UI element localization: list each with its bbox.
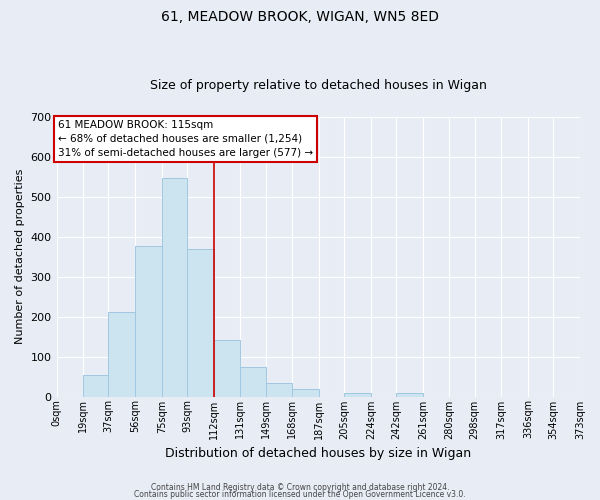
Text: 61 MEADOW BROOK: 115sqm
← 68% of detached houses are smaller (1,254)
31% of semi: 61 MEADOW BROOK: 115sqm ← 68% of detache… xyxy=(58,120,313,158)
Bar xyxy=(83,375,109,396)
Title: Size of property relative to detached houses in Wigan: Size of property relative to detached ho… xyxy=(150,79,487,92)
Bar xyxy=(292,389,319,396)
Bar xyxy=(241,366,266,396)
Text: Contains HM Land Registry data © Crown copyright and database right 2024.: Contains HM Land Registry data © Crown c… xyxy=(151,484,449,492)
Bar xyxy=(214,340,241,396)
Bar xyxy=(109,312,135,396)
Bar xyxy=(187,249,214,396)
Text: 61, MEADOW BROOK, WIGAN, WN5 8ED: 61, MEADOW BROOK, WIGAN, WN5 8ED xyxy=(161,10,439,24)
Text: Contains public sector information licensed under the Open Government Licence v3: Contains public sector information licen… xyxy=(134,490,466,499)
Bar xyxy=(344,394,371,396)
Y-axis label: Number of detached properties: Number of detached properties xyxy=(15,169,25,344)
Bar xyxy=(162,178,187,396)
X-axis label: Distribution of detached houses by size in Wigan: Distribution of detached houses by size … xyxy=(165,447,472,460)
Bar xyxy=(135,246,162,396)
Bar xyxy=(266,384,292,396)
Bar xyxy=(396,394,423,396)
